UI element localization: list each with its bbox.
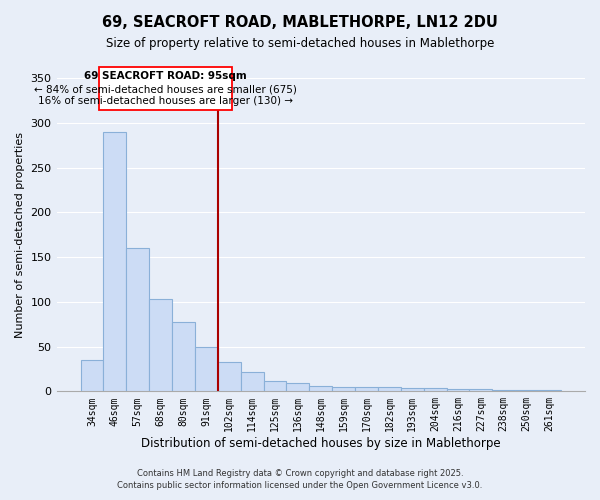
Bar (493, 390, 515, 392)
Bar (332, 387, 355, 392)
Text: Contains HM Land Registry data © Crown copyright and database right 2025.
Contai: Contains HM Land Registry data © Crown c… (118, 468, 482, 490)
Bar (401, 388, 424, 392)
Bar (241, 372, 263, 392)
Bar (127, 248, 149, 392)
Bar (263, 380, 286, 392)
Bar (446, 388, 469, 392)
Text: 69, SEACROFT ROAD, MABLETHORPE, LN12 2DU: 69, SEACROFT ROAD, MABLETHORPE, LN12 2DU (102, 15, 498, 30)
Bar (80, 360, 103, 392)
Bar (286, 384, 310, 392)
Bar (538, 390, 561, 392)
Bar (218, 362, 241, 392)
Y-axis label: Number of semi-detached properties: Number of semi-detached properties (15, 132, 25, 338)
Bar (310, 386, 332, 392)
Bar (378, 387, 401, 392)
Text: 16% of semi-detached houses are larger (130) →: 16% of semi-detached houses are larger (… (38, 96, 293, 106)
Bar (149, 299, 172, 392)
X-axis label: Distribution of semi-detached houses by size in Mablethorpe: Distribution of semi-detached houses by … (141, 437, 500, 450)
Bar (172, 322, 195, 392)
Bar (424, 388, 446, 392)
Bar (103, 132, 127, 392)
FancyBboxPatch shape (99, 68, 232, 110)
Bar (469, 388, 493, 392)
Bar (355, 387, 378, 392)
Text: ← 84% of semi-detached houses are smaller (675): ← 84% of semi-detached houses are smalle… (34, 85, 296, 95)
Bar (195, 346, 218, 392)
Text: 69 SEACROFT ROAD: 95sqm: 69 SEACROFT ROAD: 95sqm (84, 72, 247, 82)
Bar (515, 390, 538, 392)
Text: Size of property relative to semi-detached houses in Mablethorpe: Size of property relative to semi-detach… (106, 38, 494, 51)
